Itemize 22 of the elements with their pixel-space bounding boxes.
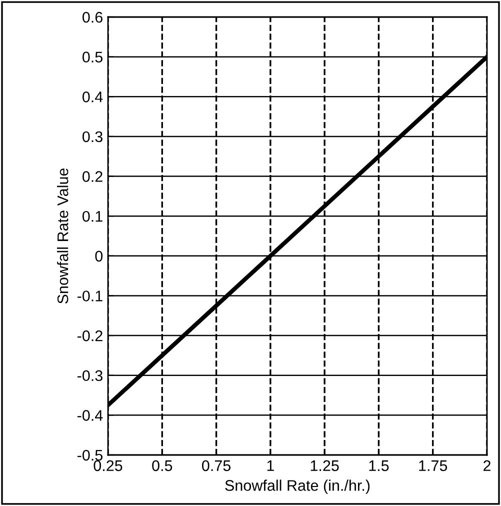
y-tick-label: 0.2 — [82, 171, 102, 182]
x-tick-label: 2 — [484, 460, 490, 471]
y-tick-label: 0.5 — [82, 52, 102, 63]
x-tick-label: 0.75 — [202, 460, 231, 472]
y-tick-label: -0.5 — [77, 450, 102, 461]
y-tick-label: -0.2 — [77, 330, 102, 342]
y-tick-label: 0.3 — [82, 131, 102, 142]
y-tick-label: 0.4 — [82, 92, 103, 102]
x-tick-label: 1.75 — [419, 460, 448, 472]
y-tick-label: 0.6 — [82, 12, 102, 23]
y-tick-label: -0.3 — [77, 370, 102, 382]
y-tick-label: -0.4 — [77, 410, 103, 421]
x-tick-label: 0.25 — [94, 460, 122, 472]
y-tick-label: 0.1 — [82, 210, 102, 222]
x-tick-label: 0.5 — [152, 460, 172, 472]
x-tick-label: 1.5 — [369, 460, 389, 472]
y-tick-label: 0 — [95, 250, 103, 262]
y-axis-title: Snowfall Rate Value — [57, 168, 68, 304]
x-tick-label: 1.25 — [310, 460, 339, 472]
x-tick-label: 1 — [267, 460, 274, 471]
x-axis-title: Snowfall Rate (in./hr.) — [225, 480, 370, 494]
y-tick-label: -0.1 — [77, 290, 102, 302]
